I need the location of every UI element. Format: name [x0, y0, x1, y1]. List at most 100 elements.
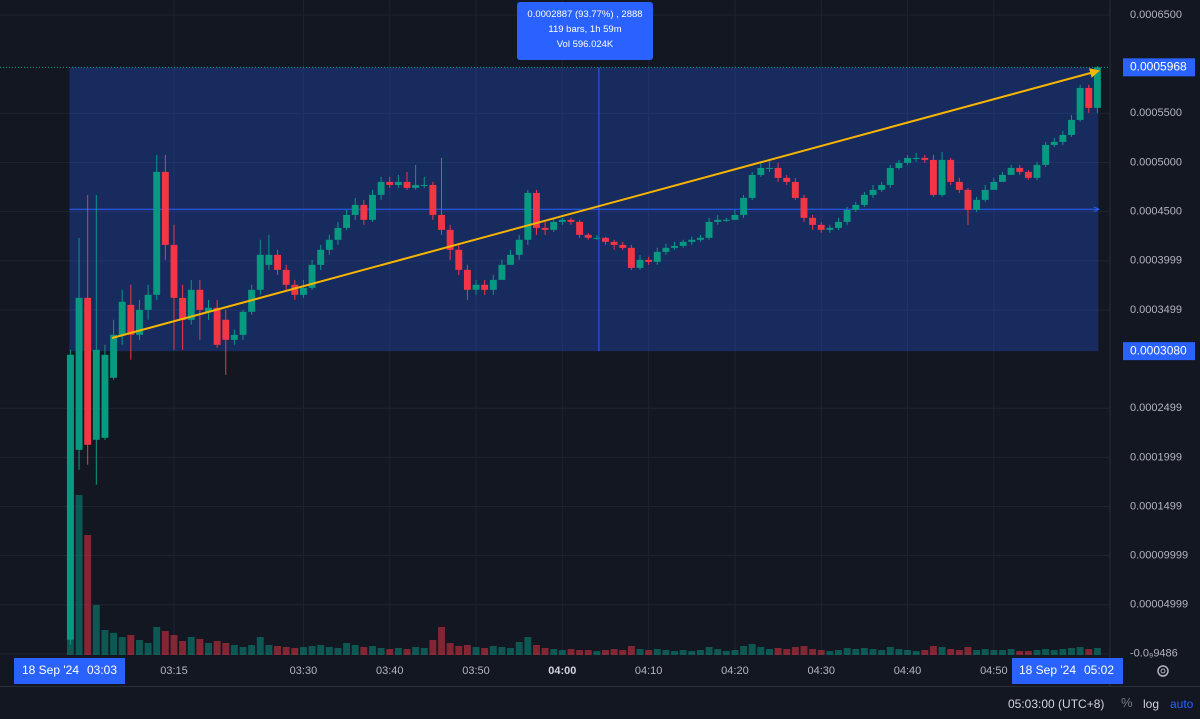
candle-body — [610, 241, 618, 245]
candle-body — [351, 204, 359, 215]
volume-bar — [343, 643, 351, 655]
volume-bar — [92, 605, 100, 655]
y-tick-label: 0.0004500 — [1130, 205, 1182, 217]
volume-bar — [852, 649, 860, 655]
measure-line: 0.0002887 (93.77%) , 2888 — [527, 9, 643, 20]
volume-bar — [291, 648, 299, 655]
candle-body — [662, 247, 670, 252]
volume-bar — [947, 649, 955, 655]
candle-body — [455, 249, 463, 270]
volume-bar — [369, 646, 376, 655]
candle-body — [481, 284, 489, 290]
volume-bar — [403, 649, 411, 655]
volume-bar — [213, 641, 221, 655]
volume-bar — [671, 651, 678, 655]
candle-body — [817, 224, 825, 230]
volume-bar — [101, 630, 109, 655]
volume-bar — [541, 648, 549, 655]
volume-bar — [1085, 649, 1093, 655]
measure-line: Vol 596.024K — [556, 39, 614, 50]
candle-body — [161, 171, 169, 245]
candle-body — [205, 307, 212, 312]
candle-body — [593, 237, 601, 239]
candle-body — [679, 241, 687, 246]
volume-bar — [299, 647, 307, 655]
log-toggle[interactable]: log — [1143, 697, 1160, 711]
volume-bar — [325, 647, 333, 655]
candle-body — [791, 181, 799, 198]
volume-bar — [843, 648, 851, 655]
candle-body — [705, 221, 713, 238]
candle-body — [653, 251, 661, 262]
candle-body — [360, 204, 368, 220]
candle-body — [118, 301, 126, 335]
volume-bar — [446, 643, 454, 655]
volume-bar — [75, 495, 83, 655]
candle-body — [567, 219, 575, 222]
candle-body — [438, 214, 445, 230]
y-tick-label: 0.0002499 — [1130, 402, 1182, 414]
volume-bar — [386, 649, 394, 655]
candle-body — [645, 259, 653, 262]
volume-bar — [481, 648, 489, 655]
candle-body — [136, 309, 143, 335]
candle-body — [602, 237, 609, 242]
range-start-date: 18 Sep '24 — [22, 663, 79, 677]
candle-body — [420, 184, 428, 186]
volume-bar — [938, 647, 946, 655]
volume-bar — [731, 650, 739, 655]
candle-body — [921, 157, 929, 160]
volume-bar — [653, 649, 661, 655]
settings-icon[interactable] — [1157, 665, 1169, 677]
auto-toggle[interactable]: auto — [1170, 697, 1194, 711]
volume-bar — [886, 647, 894, 655]
volume-bar — [567, 649, 575, 655]
measure-tooltip: 0.0002887 (93.77%) , 2888 119 bars, 1h 5… — [517, 2, 653, 60]
candle-body — [714, 219, 722, 222]
volume-bar — [161, 631, 169, 655]
volume-bar — [110, 632, 118, 655]
candle-body — [256, 254, 264, 290]
candle-body — [619, 244, 627, 248]
candle-body — [532, 192, 540, 228]
volume-bar — [1024, 651, 1032, 655]
candle-body — [809, 217, 817, 225]
x-tick-label: 03:30 — [290, 665, 318, 677]
volume-bar — [429, 640, 437, 655]
candle-body — [265, 254, 273, 265]
volume-bar — [860, 648, 868, 655]
volume-bar — [912, 651, 920, 655]
volume-bar — [714, 649, 722, 655]
volume-bar — [955, 650, 963, 655]
volume-bar — [239, 647, 247, 655]
volume-bar — [205, 643, 212, 655]
volume-bar — [973, 650, 981, 655]
volume-bar — [377, 648, 385, 655]
volume-bar — [602, 650, 609, 655]
candle-body — [1076, 87, 1084, 120]
volume-bar — [869, 649, 877, 655]
candle-body — [507, 254, 515, 265]
volume-bar — [1059, 649, 1067, 655]
volume-bar — [187, 637, 195, 655]
candle-body — [127, 304, 135, 335]
volume-bar — [136, 640, 143, 655]
candle-body — [170, 244, 178, 298]
candle-body — [766, 167, 773, 169]
candle-body — [84, 297, 92, 445]
volume-bar — [515, 642, 523, 655]
percent-toggle[interactable]: % — [1121, 695, 1133, 710]
candle-body — [282, 269, 290, 285]
clock: 05:03:00 (UTC+8) — [1008, 697, 1105, 711]
candle-body — [860, 194, 868, 205]
volume-bar — [1050, 650, 1058, 655]
candle-body — [187, 289, 195, 320]
candle-body — [740, 197, 748, 215]
range-start-label: 18 Sep '24 03:03 — [14, 658, 125, 684]
candle-body — [1093, 67, 1101, 108]
candle-body — [429, 184, 437, 215]
candle-body — [213, 307, 221, 345]
volume-bar — [317, 645, 325, 655]
candle-body — [886, 167, 894, 185]
